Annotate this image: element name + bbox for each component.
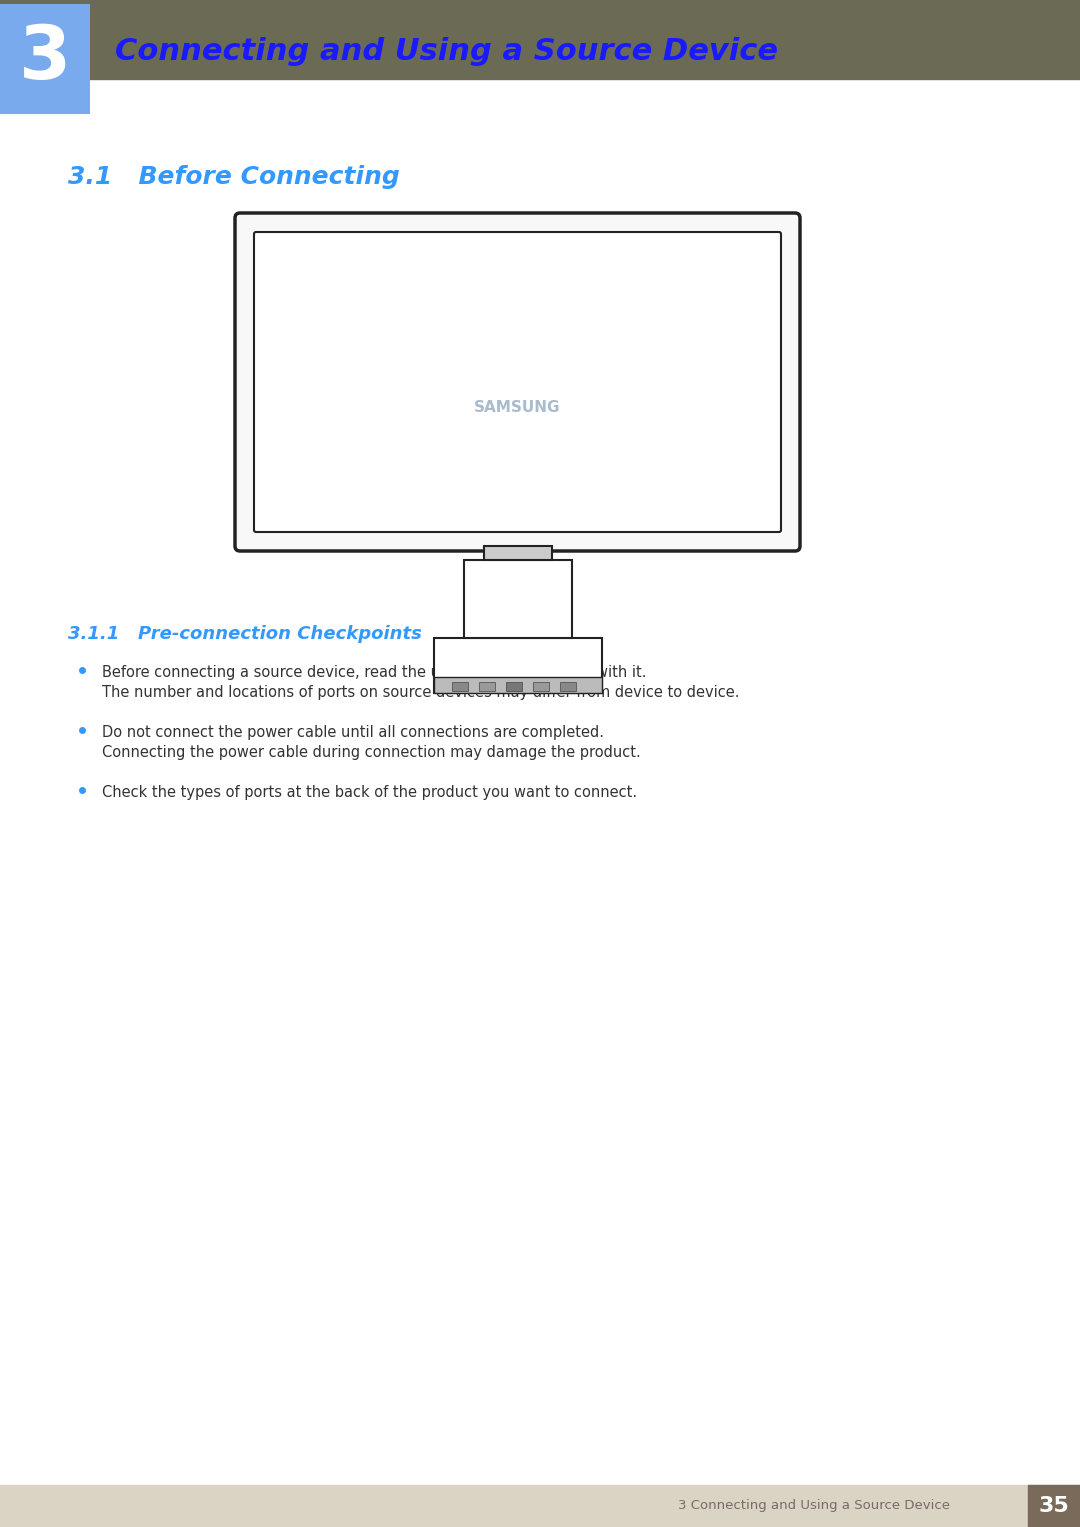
Text: Before connecting a source device, read the user manual provided with it.: Before connecting a source device, read … [102, 664, 647, 680]
Bar [484, 547, 552, 560]
Bar [532, 683, 549, 692]
FancyBboxPatch shape [254, 232, 781, 531]
Text: 3 Connecting and Using a Source Device: 3 Connecting and Using a Source Device [678, 1500, 950, 1513]
Bar [0, 5, 90, 115]
Bar [0, 1484, 1080, 1527]
FancyBboxPatch shape [235, 212, 800, 551]
Text: Check the types of ports at the back of the product you want to connect.: Check the types of ports at the back of … [102, 785, 637, 800]
Text: 3.1.1   Pre-connection Checkpoints: 3.1.1 Pre-connection Checkpoints [68, 625, 422, 643]
Bar [433, 638, 602, 693]
Text: Connecting and Using a Source Device: Connecting and Using a Source Device [114, 38, 778, 67]
Text: 35: 35 [1039, 1496, 1069, 1516]
Bar [505, 683, 522, 692]
Text: 3.1   Before Connecting: 3.1 Before Connecting [68, 165, 400, 189]
Bar [433, 676, 602, 693]
Bar [1028, 1484, 1080, 1527]
Bar [451, 683, 468, 692]
Bar [478, 683, 495, 692]
Text: 3: 3 [18, 23, 71, 96]
Text: SAMSUNG: SAMSUNG [474, 400, 561, 414]
Bar [0, 0, 1080, 79]
Text: Connecting the power cable during connection may damage the product.: Connecting the power cable during connec… [102, 745, 640, 760]
Text: Do not connect the power cable until all connections are completed.: Do not connect the power cable until all… [102, 725, 604, 741]
Text: The number and locations of ports on source devices may differ from device to de: The number and locations of ports on sou… [102, 686, 740, 699]
Bar [559, 683, 576, 692]
Bar [463, 560, 571, 638]
